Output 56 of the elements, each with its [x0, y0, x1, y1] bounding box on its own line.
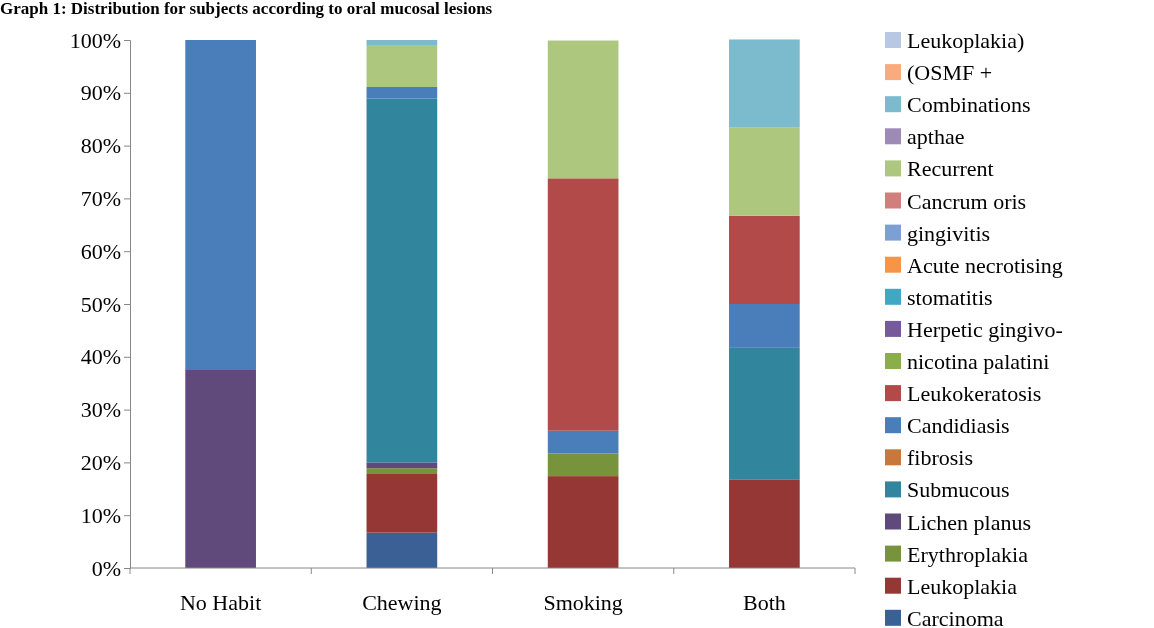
x-tick-label: Chewing — [362, 590, 442, 615]
bar — [547, 178, 619, 431]
bar — [547, 430, 619, 454]
bar — [547, 453, 619, 477]
legend-label: apthae — [907, 124, 965, 150]
x-tick-label: Both — [742, 590, 786, 615]
legend-label: fibrosis — [907, 445, 973, 471]
bar — [185, 370, 256, 568]
x-tick-label: No Habit — [179, 590, 262, 615]
y-tick-label: 90% — [80, 80, 121, 106]
bar — [366, 86, 438, 99]
bar — [366, 40, 438, 46]
bar — [547, 40, 619, 179]
legend-label: Leukoplakia — [907, 573, 1018, 599]
legend-label: Leukoplakia) — [907, 28, 1025, 53]
legend-label: Carcinoma — [907, 605, 1004, 628]
bar — [366, 532, 438, 568]
y-tick-label: 70% — [80, 185, 121, 211]
legend-label: nicotina palatini — [907, 349, 1050, 374]
legend-label: gingivitis — [907, 220, 991, 246]
y-tick-label: 40% — [80, 344, 121, 370]
y-tick-label: 30% — [80, 397, 121, 423]
bar — [729, 127, 800, 216]
bar — [366, 474, 438, 533]
chart-title: Graph 1: Distribution for subjects according to oral mucosal lesions — [0, 0, 493, 18]
legend-label: Submucous — [907, 477, 1010, 503]
bar — [729, 347, 800, 480]
bar — [729, 479, 800, 568]
bar — [366, 468, 438, 475]
y-tick-label: 10% — [80, 502, 121, 528]
legend-label: Lichen planus — [907, 509, 1032, 535]
y-tick-label: 20% — [80, 449, 121, 475]
y-tick-label: 80% — [80, 133, 121, 159]
bar — [366, 98, 438, 463]
legend-label: Leukokeratosis — [907, 381, 1042, 407]
legend-label: (OSMF + — [907, 60, 993, 86]
legend-label: stomatitis — [907, 284, 993, 310]
y-tick-label: 0% — [91, 555, 121, 581]
legend-label: Erythroplakia — [907, 541, 1029, 567]
legend-label: Candidiasis — [907, 413, 1010, 439]
bar — [729, 39, 800, 128]
bar — [729, 215, 800, 304]
bar — [185, 40, 256, 370]
legend-label: Recurrent — [907, 156, 994, 182]
bar — [366, 462, 438, 469]
bar — [547, 476, 619, 568]
x-tick-label: Smoking — [543, 590, 623, 615]
bar — [366, 45, 438, 87]
bar — [729, 304, 800, 348]
y-tick-label: 60% — [80, 238, 121, 264]
y-tick-label: 100% — [69, 27, 121, 53]
y-tick-label: 50% — [80, 291, 121, 317]
legend-label: Combinations — [907, 92, 1031, 118]
legend-label: Acute necrotising — [907, 252, 1063, 278]
legend-label: Cancrum oris — [907, 188, 1027, 214]
legend-label: Herpetic gingivo- — [907, 316, 1063, 342]
